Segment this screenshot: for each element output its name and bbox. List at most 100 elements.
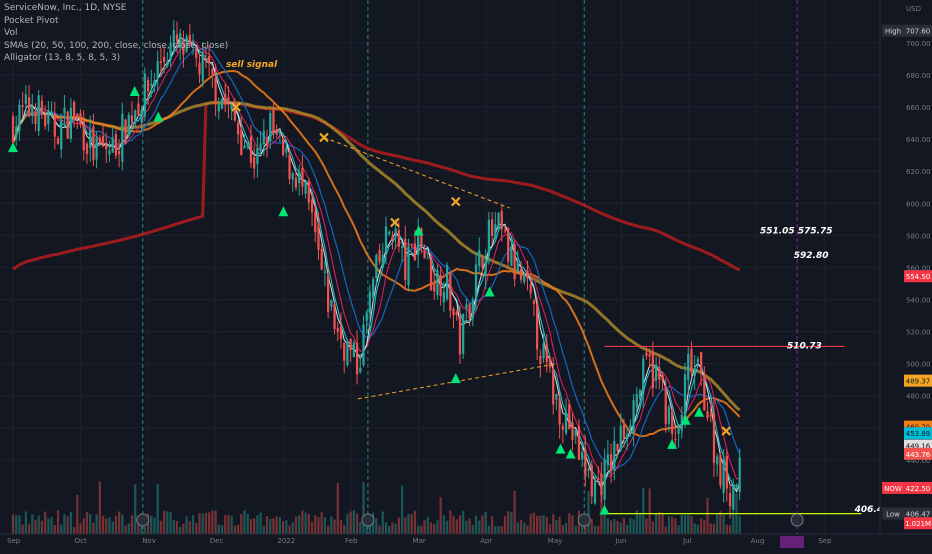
volume-bar [166,511,169,534]
candle-body [314,212,317,233]
volume-bar [227,514,230,534]
cross-marker [451,196,461,207]
volume-bar [188,521,191,534]
candle-body [391,236,394,241]
volume-bar [378,525,381,534]
candle-body [452,308,455,316]
x-tick-label: Jul [682,537,692,545]
candle-body [404,238,407,281]
candle-body [201,51,204,82]
candle-body [523,273,526,283]
volume-bar [674,518,677,534]
volume-bar [606,518,609,534]
volume-bar [236,524,240,534]
candle-body [696,358,700,363]
candle-body [230,103,233,110]
volume-bar [532,512,536,534]
trendline-upper [323,137,511,209]
volume-bar [182,523,185,534]
volume-bar [597,525,600,534]
candle-body [92,126,95,161]
candle-body [111,137,114,153]
volume-bar [76,494,79,534]
sma-200-line [12,101,741,272]
candle-body [735,485,738,488]
volume-bar [436,520,439,534]
volume-bar [130,515,134,534]
candle-body [519,269,523,280]
volume-bar [536,515,539,534]
volume-bar [629,517,632,534]
volume-bar [590,519,593,534]
volume-bar [651,521,655,534]
candle-body [265,138,269,146]
volume-bar [121,514,124,534]
volume-bar [500,526,503,534]
candle-body [368,291,372,314]
x-tick-label: Oct [75,537,87,545]
candle-body [674,439,677,441]
volume-bar [150,515,153,534]
cross-marker [721,426,731,436]
candle-body [481,256,484,268]
candle-body [564,412,568,434]
volume-bar [281,521,285,534]
volume-bar [738,516,741,534]
volume-bar [481,515,484,534]
volume-bar [172,520,175,534]
y-tick-label: 660.00 [906,104,931,112]
pocket-pivot-marker [555,443,566,454]
volume-bar [37,515,40,534]
candle-body [667,406,671,424]
volume-bar [571,515,574,534]
volume-bar [44,511,47,534]
candle-body [343,342,346,361]
candle-body [159,61,163,64]
candle-body [436,270,439,296]
candle-body [323,271,327,273]
volume-bar [600,482,603,534]
candle-body [34,111,37,124]
alligator-teeth-line [12,39,740,480]
volume-bar [635,510,638,534]
volume-bar [169,512,172,534]
candle-body [410,243,413,245]
volume-bar [519,520,523,534]
candle-body [191,41,195,44]
candle-body [722,459,725,493]
cursor-time-highlight [780,536,804,548]
candle-body [220,98,224,109]
pocket-pivot-marker [8,142,18,153]
candle-body [69,108,72,139]
volume-bar [275,516,278,534]
price-tag-bg [904,270,932,283]
volume-bar [529,513,532,534]
x-tick-label: Apr [480,537,492,545]
volume-bar [359,521,362,534]
price-tag-bg [904,447,932,460]
candle-body [339,326,343,340]
volume-bar [298,515,301,534]
cross-marker [390,217,400,228]
annotation-3: 510.73 [787,341,822,351]
volume-bar [487,525,491,534]
volume-bar [204,512,208,534]
y-tick-label: 540.00 [906,296,931,304]
volume-bar [259,512,262,534]
volume-bar [336,482,339,534]
candle-body [359,367,362,373]
candle-body [703,374,706,411]
candle-body [240,129,243,155]
volume-bar [346,514,349,534]
candle-body [66,111,69,139]
candle-body [516,263,519,272]
candle-body [600,473,603,495]
candle-body [407,245,410,286]
volume-bar [53,524,56,534]
volume-bar [429,522,433,534]
volume-bar [362,482,365,534]
volume-bar [609,520,613,534]
candle-body [609,454,613,471]
candle-body [214,77,217,104]
